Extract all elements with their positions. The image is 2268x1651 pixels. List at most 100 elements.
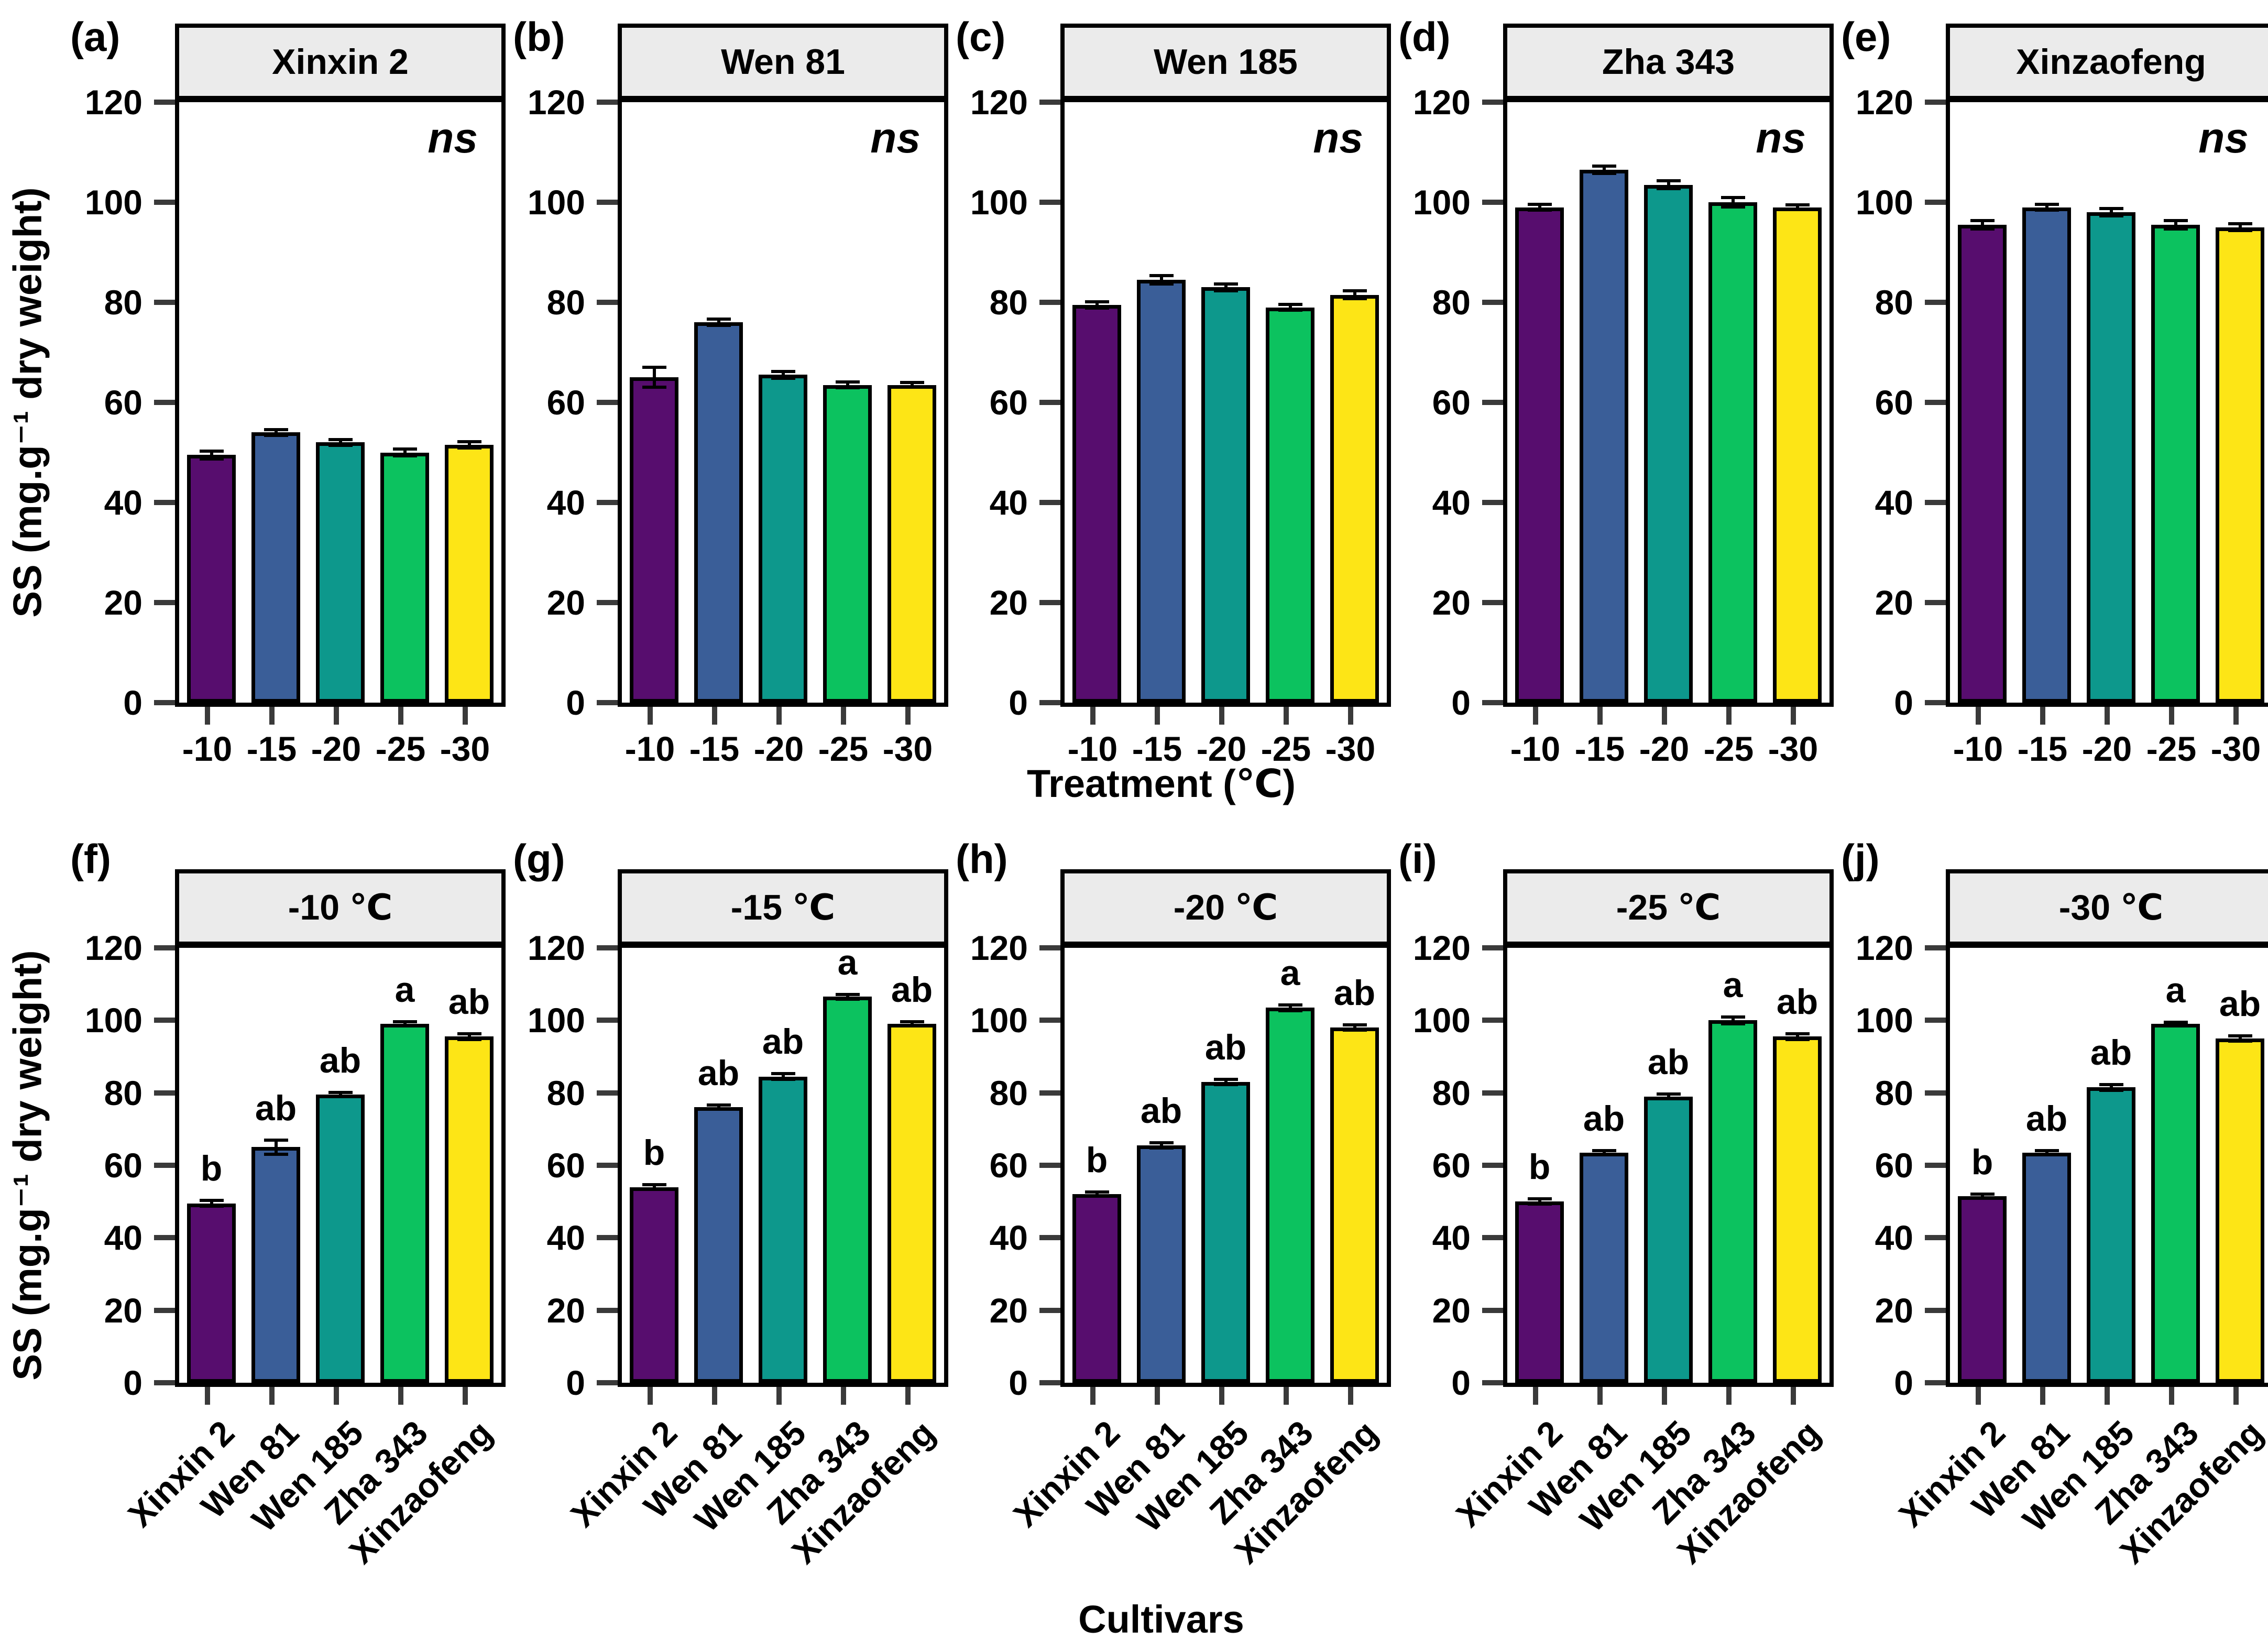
sig-letter: a (1280, 953, 1300, 993)
sig-letter: ab (1140, 1091, 1182, 1131)
x-tick-mark (1283, 1387, 1289, 1405)
plot-area: ns (1065, 102, 1387, 703)
error-bar-cap (1527, 1197, 1552, 1201)
y-tick-mark (154, 1163, 175, 1168)
y-axis-label-bottom: SS (mg.g⁻¹ dry weight) (5, 950, 50, 1381)
bottom-row: SS (mg.g⁻¹ dry weight) (f) 0 20 40 60 80 100 12… (0, 814, 2268, 1597)
error-bar-cap (1149, 282, 1174, 286)
error-bar-cap (328, 1090, 353, 1094)
sig-letter: ab (2219, 984, 2261, 1024)
y-tick-mark (154, 1307, 175, 1313)
x-tick-mark (333, 707, 339, 725)
panel-box: Wen 185 ns (1060, 24, 1391, 707)
x-tick-label: -15 (689, 729, 740, 768)
bar--15 (251, 432, 300, 703)
ns-annotation: ns (1313, 114, 1363, 162)
error-bar-cap (2228, 1039, 2252, 1043)
error-bar-cap (2034, 1149, 2059, 1153)
error-bar-cap (2228, 222, 2252, 226)
y-tick-mark (597, 1018, 618, 1023)
x-tick-mark (2104, 707, 2110, 725)
error-bar-cap (1785, 208, 1810, 212)
y-tick-label: 0 (566, 683, 585, 722)
error-bar (1538, 1199, 1541, 1205)
error-bar-cap (457, 1032, 481, 1035)
y-tick-mark (1925, 1235, 1946, 1241)
y-tick-label: 120 (1855, 83, 1913, 122)
y-tick-mark (1482, 1018, 1503, 1023)
panel-strip-title: -15 ℃ (730, 887, 836, 927)
x-tick-label: -30 (2210, 729, 2261, 768)
treatment-axis-label: Treatment (℃) (1026, 762, 1296, 805)
error-bar-cap (1149, 274, 1174, 278)
y-tick-mark (597, 700, 618, 705)
error-bar-cap (1656, 1092, 1681, 1096)
x-tick-label: -25 (818, 729, 869, 768)
bar--15 (2022, 207, 2071, 703)
error-bar-cap (900, 1020, 924, 1024)
bar--30 (1330, 294, 1379, 703)
error-bar-cap (642, 1187, 666, 1191)
panel-b: (b) 0 20 40 60 80 100 120 Wen 81 ns -10 -15 -20 -25 -3… (497, 13, 948, 768)
x-tick-mark (711, 1387, 717, 1405)
error-bar-cap (1592, 171, 1616, 175)
y-tick-mark (1482, 1163, 1503, 1168)
y-tick-label: 100 (1855, 1001, 1913, 1040)
y-tick-mark (597, 500, 618, 505)
error-bar (1731, 198, 1735, 207)
error-bar (467, 1033, 471, 1040)
error-bar (846, 381, 849, 388)
bar--30 (2216, 227, 2264, 703)
y-tick-mark (154, 200, 175, 205)
bar--10 (187, 455, 236, 703)
error-bar-cap (328, 1095, 353, 1099)
error-bar (2045, 204, 2048, 211)
x-tick-label: -10 (624, 729, 675, 768)
error-bar-cap (835, 380, 860, 384)
bar--25 (823, 385, 872, 703)
x-tick-mark (647, 1387, 653, 1405)
y-tick-label: 100 (970, 1001, 1028, 1040)
y-tick-mark (1925, 200, 1946, 205)
x-tick-mark (398, 707, 403, 725)
sig-letter: ab (2090, 1032, 2132, 1073)
x-axis-ticks: -10 -15 -20 -25 -30 (175, 707, 497, 768)
x-tick-label: -10 (1067, 729, 1118, 768)
y-tick-label: 60 (104, 383, 143, 422)
x-tick-mark (2168, 1387, 2174, 1405)
y-tick-mark (1039, 1090, 1060, 1096)
error-bar (1353, 1025, 1356, 1031)
sig-letter: ab (762, 1022, 804, 1062)
x-tick-mark (1790, 707, 1796, 725)
y-tick-label: 20 (1875, 1291, 1913, 1330)
plot-area: ns (622, 102, 944, 703)
y-tick-label: 60 (546, 383, 585, 422)
x-tick-mark (269, 1387, 275, 1405)
x-tick-mark (1726, 707, 1732, 725)
sig-letter: ab (255, 1088, 297, 1128)
y-tick-mark (1039, 600, 1060, 605)
error-bar-cap (1213, 289, 1238, 293)
bar--25 (380, 452, 429, 703)
panel-strip-title: -10 ℃ (288, 887, 393, 927)
x-tick-mark (711, 707, 717, 725)
y-tick-label: 100 (1855, 183, 1913, 222)
panel-e: (e) 0 20 40 60 80 100 120 Xinzaofeng ns -10 -15 -20-… (1825, 13, 2268, 768)
y-tick-label: 60 (989, 1146, 1028, 1185)
x-axis-ticks: -10 -15 -20 -25 -30 (1946, 707, 2268, 768)
y-tick-mark (597, 200, 618, 205)
error-bar-cap (835, 998, 860, 1001)
y-tick-mark (154, 1090, 175, 1096)
plot-area: b ab ab a ab (1507, 948, 1829, 1383)
y-tick-label: 100 (1412, 183, 1471, 222)
panel-strip-title: Zha 343 (1602, 42, 1735, 82)
x-tick-label: -25 (2146, 729, 2197, 768)
panel-box: Zha 343 ns (1503, 24, 1834, 707)
y-tick-mark (1925, 700, 1946, 705)
sig-letter: a (2165, 970, 2186, 1010)
error-bar-cap (264, 428, 288, 431)
error-bar-cap (328, 438, 353, 441)
error-bar-cap (642, 1183, 666, 1187)
y-tick-label: 20 (546, 1291, 585, 1330)
y-axis-ticks: 0 20 40 60 80 100 120 (497, 928, 618, 1402)
